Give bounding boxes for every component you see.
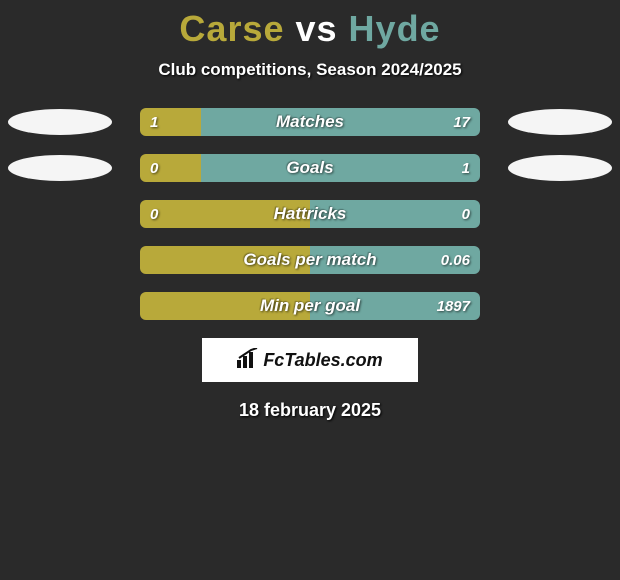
stat-value-right: 0.06 (441, 246, 470, 274)
stat-row: Matches1 17 (0, 108, 620, 136)
stat-row: Hattricks0 0 (0, 200, 620, 228)
stat-value-right: 0 (462, 200, 470, 228)
stat-bar: Goals per match0.06 (140, 246, 480, 274)
stat-value-left: 0 (150, 154, 158, 182)
subtitle: Club competitions, Season 2024/2025 (0, 60, 620, 80)
chart-icon (237, 348, 259, 373)
title-vs: vs (285, 8, 349, 49)
player2-logo-oval (508, 109, 612, 135)
stat-label: Goals per match (140, 246, 480, 274)
stat-label: Min per goal (140, 292, 480, 320)
stat-value-right: 1897 (437, 292, 470, 320)
stat-value-left: 1 (150, 108, 158, 136)
stat-bar: Goals0 1 (140, 154, 480, 182)
stat-row: Goals per match0.06 (0, 246, 620, 274)
title-player1: Carse (179, 8, 284, 49)
stat-label: Hattricks (140, 200, 480, 228)
stat-bar: Hattricks0 0 (140, 200, 480, 228)
stat-label: Matches (140, 108, 480, 136)
stat-bar: Matches1 17 (140, 108, 480, 136)
stat-value-left: 0 (150, 200, 158, 228)
player2-logo-oval (508, 155, 612, 181)
stat-value-right: 17 (453, 108, 470, 136)
stat-label: Goals (140, 154, 480, 182)
branding-box[interactable]: FcTables.com (202, 338, 418, 382)
stats-container: Matches117Goals01Hattricks00Goals per ma… (0, 108, 620, 320)
branding-text: FcTables.com (263, 350, 382, 371)
date-text: 18 february 2025 (0, 400, 620, 421)
player1-logo-oval (8, 155, 112, 181)
stat-bar: Min per goal1897 (140, 292, 480, 320)
stat-row: Min per goal1897 (0, 292, 620, 320)
stat-value-right: 1 (462, 154, 470, 182)
title-player2: Hyde (349, 8, 441, 49)
player1-logo-oval (8, 109, 112, 135)
page-title: Carse vs Hyde (0, 0, 620, 50)
stat-row: Goals0 1 (0, 154, 620, 182)
